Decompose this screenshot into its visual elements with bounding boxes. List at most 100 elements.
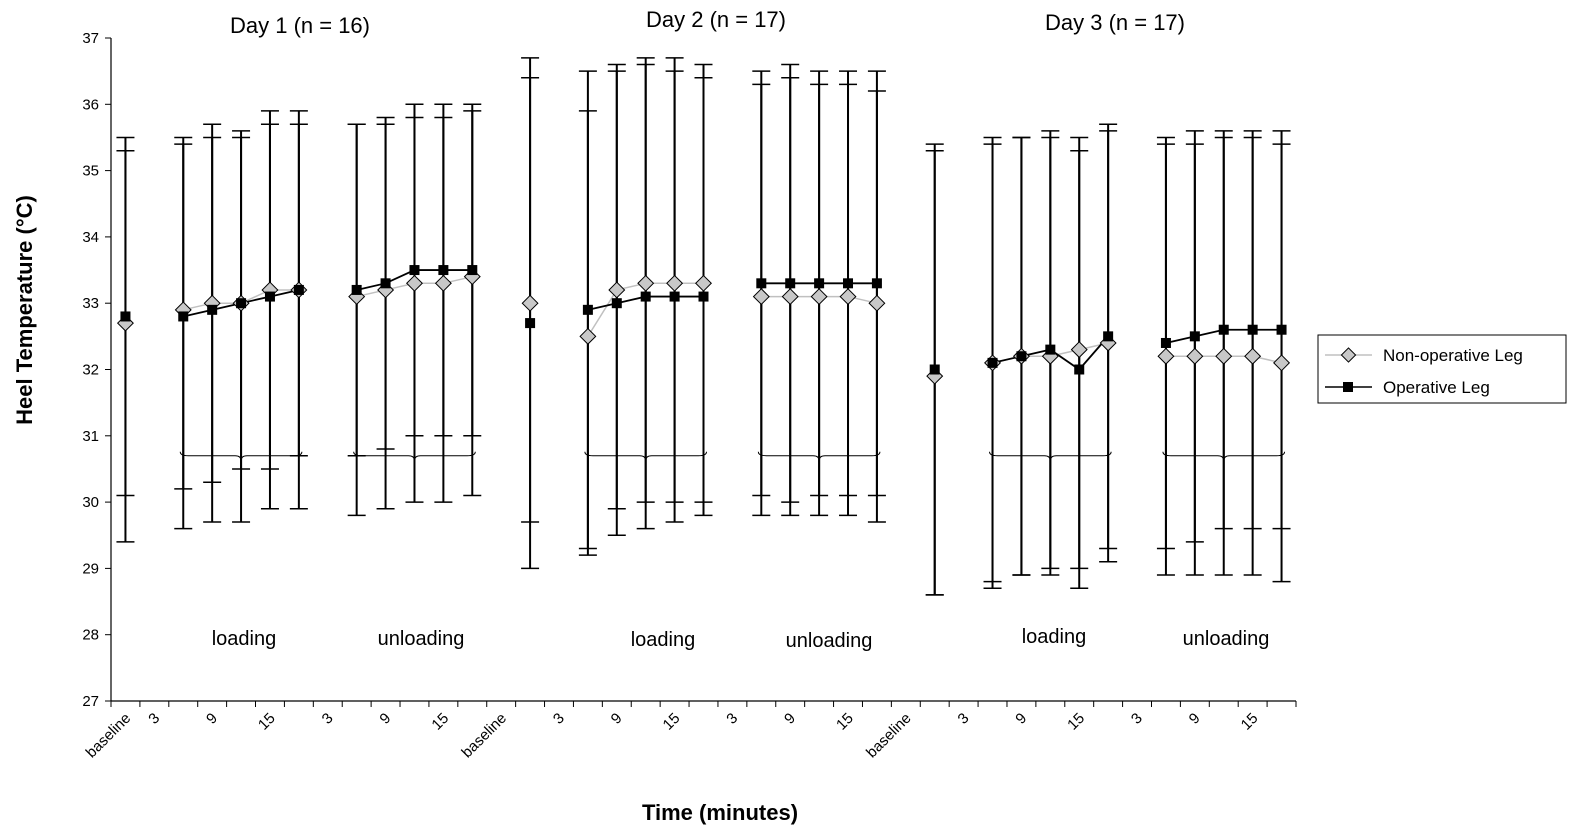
x-tick-label: 3: [955, 710, 973, 728]
legend-label-operative: Operative Leg: [1383, 378, 1490, 397]
operative-point: [351, 284, 362, 295]
operative-point: [756, 278, 767, 289]
operative-point: [409, 265, 420, 276]
operative-point: [1160, 337, 1171, 348]
x-tick-label: 15: [255, 710, 279, 734]
error-bars: [116, 57, 1291, 596]
non-operative-point: [752, 288, 770, 306]
legend-box: [1317, 334, 1567, 404]
operative-point: [987, 357, 998, 368]
y-tick-label: 34: [82, 229, 99, 246]
x-tick-label: 9: [376, 710, 394, 728]
y-tick-label: 27: [82, 693, 99, 710]
phase-label: unloading: [786, 630, 873, 652]
y-axis-title: Heel Temperature (°C): [12, 195, 37, 425]
x-tick-label: baseline: [83, 710, 135, 762]
x-tick-label: 9: [1186, 710, 1204, 728]
x-tick-label: baseline: [458, 710, 510, 762]
x-tick-label: 9: [1012, 710, 1030, 728]
non-operative-point: [1215, 347, 1233, 365]
non-operative-point: [868, 294, 886, 312]
x-tick-label: 15: [660, 710, 684, 734]
x-tick-label: 15: [833, 710, 857, 734]
y-tick-label: 36: [82, 96, 99, 113]
operative-point: [380, 278, 391, 289]
x-tick-label: 15: [1064, 710, 1088, 734]
non-operative-point: [405, 274, 423, 292]
legend-swatch-marker-non-operative: [1340, 347, 1357, 363]
operative-point: [178, 311, 189, 322]
non-operative-point: [666, 274, 684, 292]
legend: Non-operative Leg Operative Leg: [1317, 334, 1567, 404]
operative-point: [1045, 344, 1056, 355]
non-operative-point: [1157, 347, 1175, 365]
operative-point: [640, 291, 651, 302]
non-operative-point: [521, 294, 539, 312]
y-tick-label: 35: [82, 163, 99, 180]
operative-point: [525, 318, 536, 329]
non-operative-point: [839, 288, 857, 306]
operative-point: [293, 284, 304, 295]
non-operative-point: [810, 288, 828, 306]
x-tick-label: 9: [781, 710, 799, 728]
non-operative-point: [1244, 347, 1262, 365]
phase-label: loading: [212, 628, 277, 650]
y-tick-label: 31: [82, 428, 99, 445]
operative-point: [207, 304, 218, 315]
y-tick-label: 37: [82, 30, 99, 47]
operative-point: [1247, 324, 1258, 335]
phase-label: unloading: [1183, 628, 1270, 650]
phase-label: loading: [1022, 626, 1087, 648]
operative-point: [467, 265, 478, 276]
series-lines: [183, 269, 1282, 371]
x-tick-label: 9: [203, 710, 221, 728]
non-operative-point: [1186, 347, 1204, 365]
x-tick-label: 3: [723, 710, 741, 728]
operative-point: [1189, 331, 1200, 342]
operative-point: [120, 311, 131, 322]
operative-point: [582, 304, 593, 315]
y-tick-label: 33: [82, 295, 99, 312]
y-tick-label: 30: [82, 494, 99, 511]
phase-label: unloading: [378, 628, 465, 650]
operative-point: [929, 364, 940, 375]
operative-point: [1218, 324, 1229, 335]
panel-title: Day 3 (n = 17): [1045, 10, 1185, 35]
operative-point: [871, 278, 882, 289]
operative-point: [1016, 351, 1027, 362]
legend-swatch-marker-operative: [1343, 382, 1353, 392]
phase-braces: [179, 451, 1286, 461]
y-tick-label: 29: [82, 560, 99, 577]
x-tick-label: 3: [145, 710, 163, 728]
non-operative-point: [695, 274, 712, 292]
legend-label-non-operative: Non-operative Leg: [1383, 346, 1523, 365]
operative-point: [1276, 324, 1287, 335]
non-operative-point: [608, 281, 626, 299]
y-tick-label: 32: [82, 362, 99, 379]
panel-title: Day 2 (n = 17): [646, 7, 786, 32]
x-tick-label: 15: [428, 710, 452, 734]
non-operative-point: [579, 327, 597, 345]
x-tick-label: 3: [550, 710, 568, 728]
x-tick-label: 15: [1238, 710, 1262, 734]
non-operative-point: [1070, 341, 1088, 359]
x-tick-label: baseline: [863, 710, 915, 762]
non-operative-point: [434, 274, 452, 292]
x-tick-label: 9: [608, 710, 626, 728]
chart-texts: Day 1 (n = 16) loading unloading Day 2 (n =…: [212, 7, 1270, 652]
operative-point: [698, 291, 709, 302]
non-operative-point: [637, 274, 655, 292]
operative-point: [814, 278, 825, 289]
operative-point: [611, 298, 622, 309]
x-tick-label: 3: [319, 710, 337, 728]
series-markers: [116, 265, 1291, 385]
panel-title: Day 1 (n = 16): [230, 13, 370, 38]
operative-point: [669, 291, 680, 302]
operative-point: [1074, 364, 1085, 375]
operative-point: [785, 278, 796, 289]
x-axis-title: Time (minutes): [642, 800, 798, 825]
operative-point: [264, 291, 275, 302]
x-tick-label: 3: [1128, 710, 1146, 728]
